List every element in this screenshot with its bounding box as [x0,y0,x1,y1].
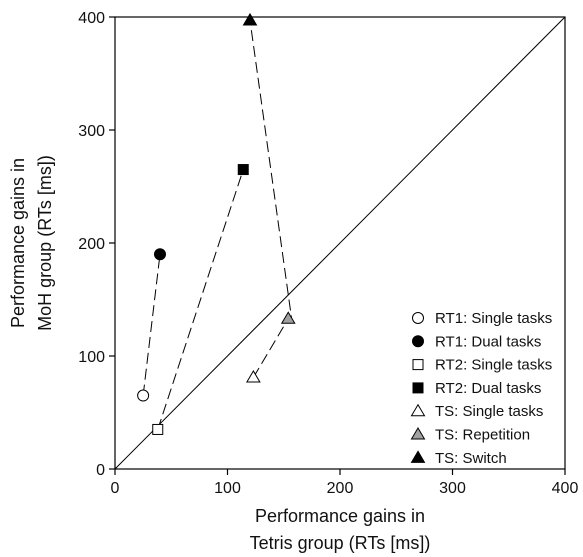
x-tick-label: 200 [327,480,354,497]
dashed-connector [142,254,161,396]
legend-marker [410,403,426,417]
data-markers [137,12,296,435]
legend-marker [410,450,426,463]
legend-label: RT2: Single tasks [435,357,552,374]
y-tick-label: 400 [78,10,105,27]
data-point [242,12,258,26]
legend-label: RT2: Dual tasks [435,380,541,397]
data-point [246,369,261,383]
x-tick-label: 300 [439,480,466,497]
x-axis-label-line-1: Performance gains in [255,506,425,526]
x-tick-label: 100 [214,480,241,497]
data-point [237,164,249,176]
y-axis-ticks: 0 100 200 300 400 [78,10,115,479]
legend-marker [412,359,424,371]
y-tick-label: 100 [78,349,105,366]
y-tick-label: 200 [78,236,105,253]
legend-marker [410,427,426,440]
dashed-connector [157,169,244,430]
legend-label: RT1: Single tasks [435,310,552,327]
legend-marker [412,335,424,348]
legend-marker [412,312,424,324]
x-tick-label: 400 [552,480,579,497]
x-tick-label: 0 [111,480,120,497]
y-axis-label-line-2: MoH group (RTs [ms]) [35,155,55,331]
identity-line [114,16,566,470]
legend-label: TS: Switch [435,450,507,467]
legend-label: TS: Repetition [435,427,530,444]
x-axis-label-line-2: Tetris group (RTs [ms]) [250,533,431,553]
data-point [152,423,164,435]
legend-label: TS: Single tasks [435,403,543,420]
legend-marker [412,382,424,394]
y-tick-label: 300 [78,123,105,140]
x-axis-ticks: 0 100 200 300 400 [111,469,579,497]
y-axis-label-line-1: Performance gains in [8,158,28,328]
legend-label: RT1: Dual tasks [435,333,541,350]
data-point [137,389,150,402]
data-point [154,248,166,261]
legend: RT1: Single tasks RT1: Dual tasks RT2: Sin… [410,310,552,467]
y-tick-label: 0 [96,462,105,479]
data-point [280,311,296,324]
